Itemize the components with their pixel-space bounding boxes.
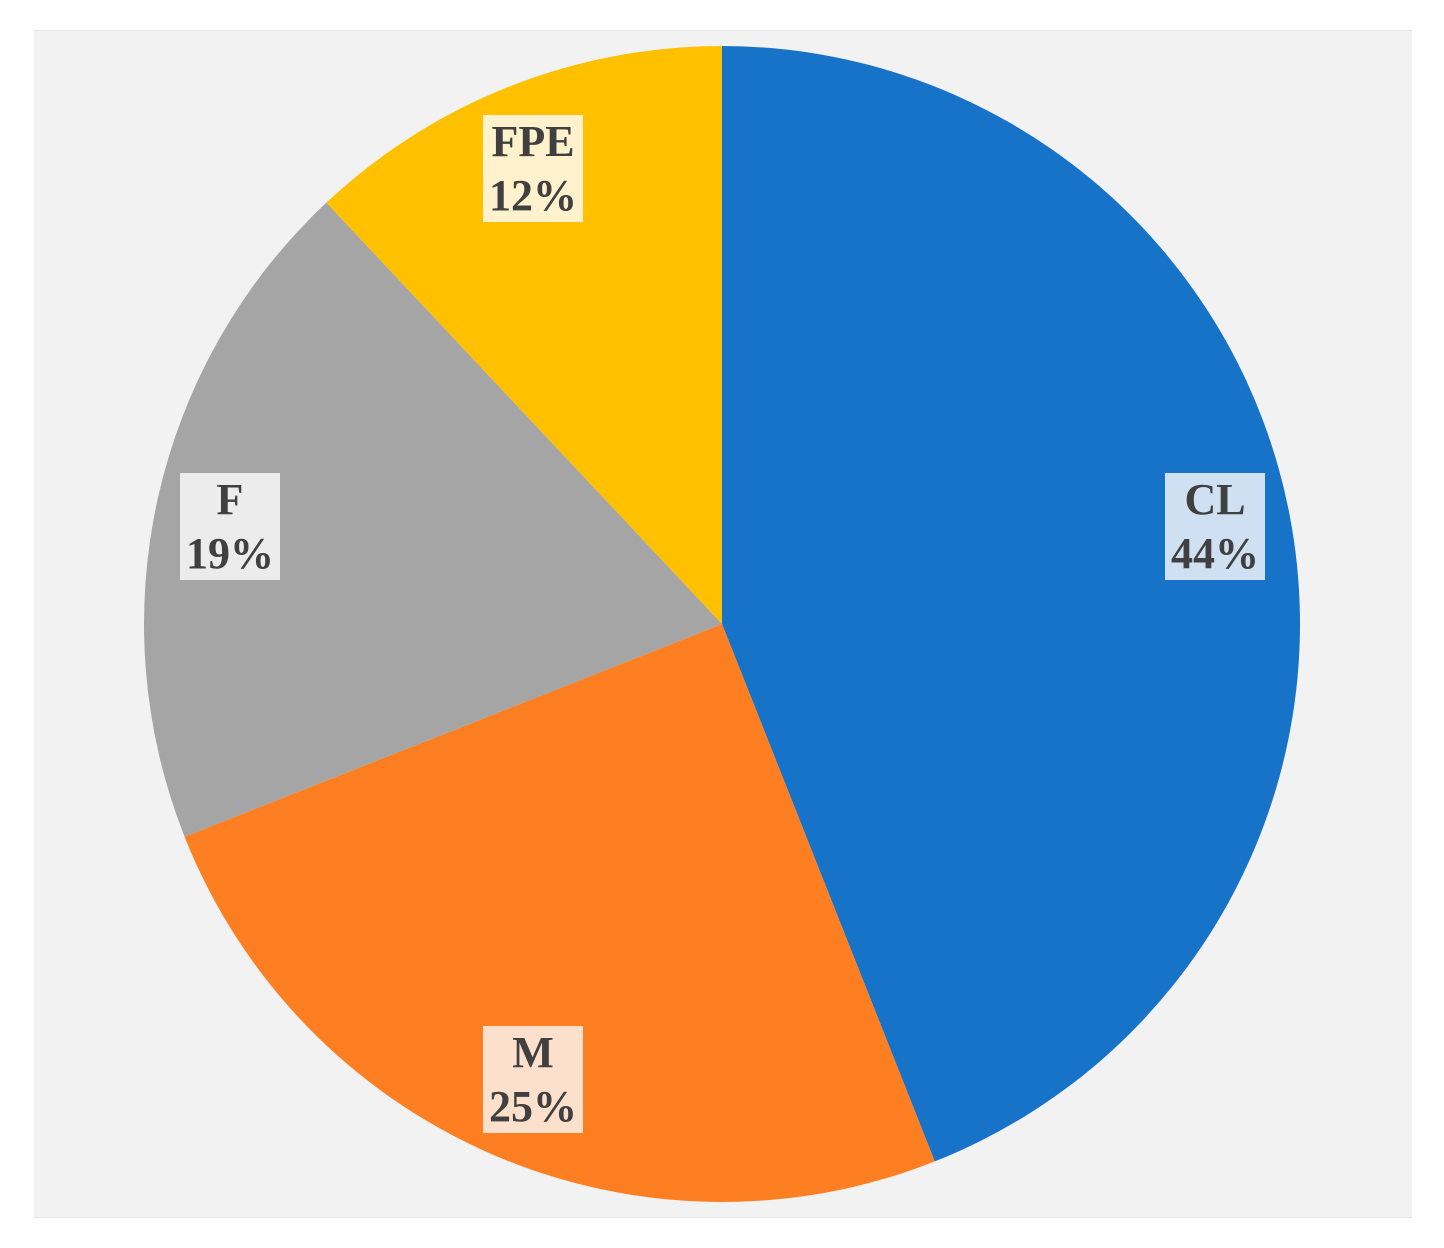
data-label-percentage: 25%	[489, 1082, 577, 1131]
data-label-category: M	[512, 1028, 554, 1077]
data-label-percentage: 44%	[1171, 529, 1259, 578]
data-label-fpe: FPE 12%	[483, 115, 583, 222]
data-label-background	[483, 1026, 583, 1133]
data-label-background	[180, 473, 280, 580]
pie-slice-cl	[722, 46, 1301, 1162]
data-label-background	[483, 115, 583, 222]
data-label-percentage: 12%	[489, 171, 577, 220]
pie-slice-fpe	[326, 46, 722, 624]
data-label-category: FPE	[491, 117, 574, 166]
data-label-category: CL	[1184, 475, 1245, 524]
data-label-m: M 25%	[483, 1026, 583, 1133]
data-label-category: F	[217, 475, 244, 524]
data-label-cl: CL 44%	[1165, 473, 1265, 580]
pie-slices	[144, 46, 1301, 1202]
pie-data-labels: CL 44% M 25% F 19% FPE 12%	[180, 115, 1265, 1133]
data-label-background	[1165, 473, 1265, 580]
data-label-percentage: 19%	[186, 529, 274, 578]
data-label-f: F 19%	[180, 473, 280, 580]
pie-slice-f	[144, 202, 722, 837]
pie-slice-m	[184, 624, 935, 1202]
